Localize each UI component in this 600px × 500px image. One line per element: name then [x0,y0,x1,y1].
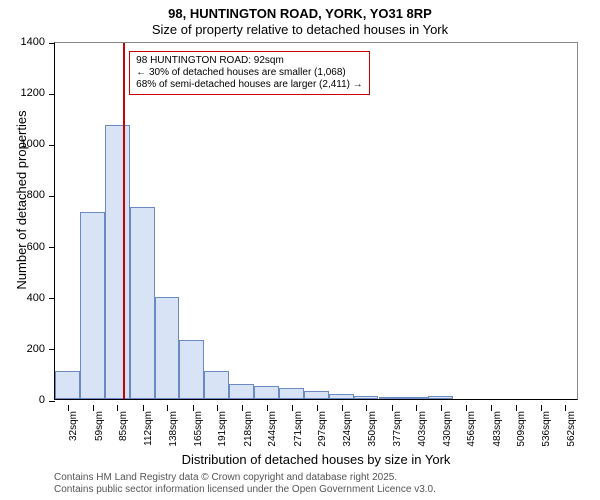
x-tick-label: 509sqm [516,411,527,447]
x-tick-label: 271sqm [293,411,304,447]
x-tick-label: 403sqm [417,411,428,447]
x-tick-label: 32sqm [68,411,79,441]
plot-area: 020040060080010001200140032sqm59sqm85sqm… [54,42,578,400]
annotation-box: 98 HUNTINGTON ROAD: 92sqm← 30% of detach… [129,51,370,95]
footer-line-2: Contains public sector information licen… [54,484,436,496]
histogram-bar [403,397,428,399]
y-tick-label: 600 [5,241,45,253]
chart-subtitle: Size of property relative to detached ho… [0,22,600,37]
x-tick-label: 456sqm [466,411,477,447]
chart-title: 98, HUNTINGTON ROAD, YORK, YO31 8RP [0,6,600,21]
reference-line [123,43,125,399]
x-tick-label: 350sqm [367,411,378,447]
y-tick-label: 0 [5,394,45,406]
x-tick-label: 59sqm [94,411,105,441]
y-tick-label: 800 [5,189,45,201]
x-tick-label: 562sqm [566,411,577,447]
x-tick-label: 112sqm [143,411,154,446]
x-tick-label: 138sqm [168,411,179,447]
histogram-bar [379,397,404,399]
annotation-line: 98 HUNTINGTON ROAD: 92sqm [136,55,363,67]
y-tick-label: 1000 [5,138,45,150]
x-axis-label: Distribution of detached houses by size … [54,452,578,467]
annotation-line: 68% of semi-detached houses are larger (… [136,79,363,91]
x-tick-label: 536sqm [541,411,552,447]
y-tick-label: 400 [5,292,45,304]
x-tick-label: 377sqm [392,411,403,447]
histogram-bar [80,212,105,399]
x-tick-label: 430sqm [442,411,453,447]
annotation-line: ← 30% of detached houses are smaller (1,… [136,67,363,79]
y-tick-label: 1400 [5,36,45,48]
histogram-bar [179,340,204,399]
histogram-bar [229,384,254,399]
histogram-bar [354,396,379,399]
x-tick-label: 324sqm [342,411,353,447]
histogram-bar [55,371,80,399]
histogram-bar [304,391,329,399]
x-tick-label: 483sqm [492,411,503,447]
x-tick-label: 297sqm [317,411,328,447]
histogram-bar [329,394,354,399]
histogram-bar [105,125,130,399]
histogram-bar [428,396,453,399]
histogram-bar [254,386,279,399]
x-tick-label: 218sqm [243,411,254,447]
histogram-bar [155,297,180,399]
x-tick-label: 165sqm [193,411,204,447]
x-tick-label: 191sqm [217,411,228,447]
x-tick-label: 85sqm [118,411,129,441]
histogram-bar [130,207,155,399]
y-tick-label: 200 [5,343,45,355]
histogram-bar [279,388,304,400]
histogram-bar [204,371,229,399]
chart-root: 98, HUNTINGTON ROAD, YORK, YO31 8RP Size… [0,0,600,500]
y-tick-label: 1200 [5,87,45,99]
x-tick-label: 244sqm [267,411,278,447]
footer-line-1: Contains HM Land Registry data © Crown c… [54,472,397,484]
